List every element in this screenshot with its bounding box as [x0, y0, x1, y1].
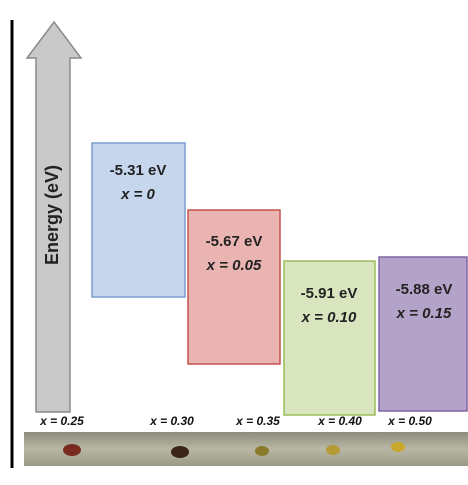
sample-spot: [171, 446, 189, 458]
sample-spot: [63, 444, 81, 456]
level-energy: -5.91 eV: [301, 285, 358, 302]
level-energy: -5.31 eV: [110, 162, 167, 179]
axis-label: Energy (eV): [42, 165, 62, 265]
level-composition: x = 0.15: [396, 305, 452, 322]
sample-label: x = 0.30: [149, 414, 194, 428]
sample-spot: [255, 446, 269, 456]
sample-label: x = 0.50: [387, 414, 432, 428]
sample-label: x = 0.25: [39, 414, 84, 428]
diagram: Energy (eV) -5.31 eV x = 0 -5.67 eV x = …: [0, 0, 468, 485]
level-composition: x = 0: [120, 186, 155, 203]
level-energy: -5.67 eV: [206, 233, 263, 250]
sample-label: x = 0.40: [317, 414, 362, 428]
level-composition: x = 0.05: [206, 257, 262, 274]
level-box: -5.67 eV x = 0.05: [188, 210, 280, 364]
sample-label: x = 0.35: [235, 414, 280, 428]
level-composition: x = 0.10: [301, 309, 357, 326]
sample-spot: [326, 445, 340, 455]
sample-spot: [391, 442, 405, 452]
level-box: -5.31 eV x = 0: [92, 143, 185, 297]
level-box: -5.88 eV x = 0.15: [379, 257, 467, 411]
level-box: -5.91 eV x = 0.10: [284, 261, 375, 415]
level-energy: -5.88 eV: [396, 281, 453, 298]
